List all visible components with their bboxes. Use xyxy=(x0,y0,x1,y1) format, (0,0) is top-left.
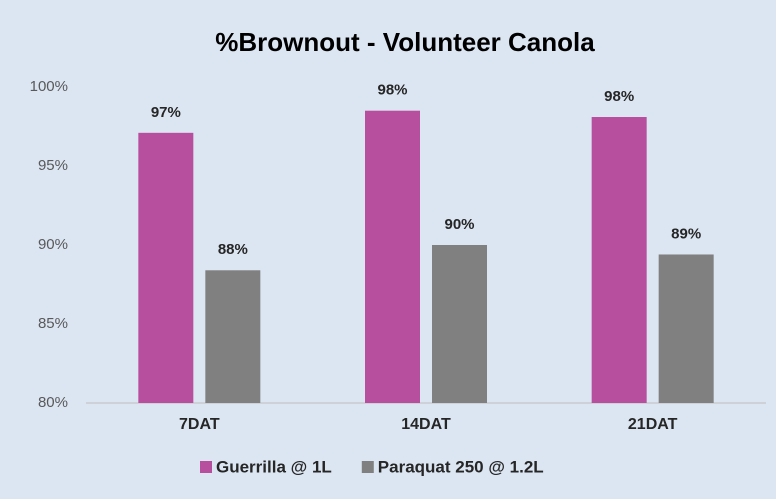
value-label: 98% xyxy=(604,88,634,105)
value-label: 88% xyxy=(218,241,248,258)
value-label: 89% xyxy=(671,225,701,242)
legend-swatch xyxy=(200,461,212,473)
bar xyxy=(432,245,487,403)
value-label: 98% xyxy=(377,82,407,99)
x-tick-label: 7DAT xyxy=(179,416,220,433)
legend-label: Paraquat 250 @ 1.2L xyxy=(378,457,544,476)
bar xyxy=(138,132,194,403)
bar xyxy=(365,110,420,403)
value-label: 90% xyxy=(444,216,474,233)
legend-swatch xyxy=(361,461,374,473)
x-tick-label: 21DAT xyxy=(628,416,678,433)
bar xyxy=(205,270,261,403)
y-tick-label: 80% xyxy=(38,394,68,411)
bar xyxy=(658,254,714,403)
legend-label: Guerrilla @ 1L xyxy=(216,457,332,476)
y-tick-label: 90% xyxy=(38,236,68,253)
y-tick-label: 100% xyxy=(30,78,68,95)
value-label: 97% xyxy=(151,104,181,121)
y-tick-label: 95% xyxy=(38,157,68,174)
chart-title: %Brownout - Volunteer Canola xyxy=(215,27,595,57)
x-tick-label: 14DAT xyxy=(401,416,451,433)
y-tick-label: 85% xyxy=(38,315,68,332)
bar xyxy=(591,117,647,404)
